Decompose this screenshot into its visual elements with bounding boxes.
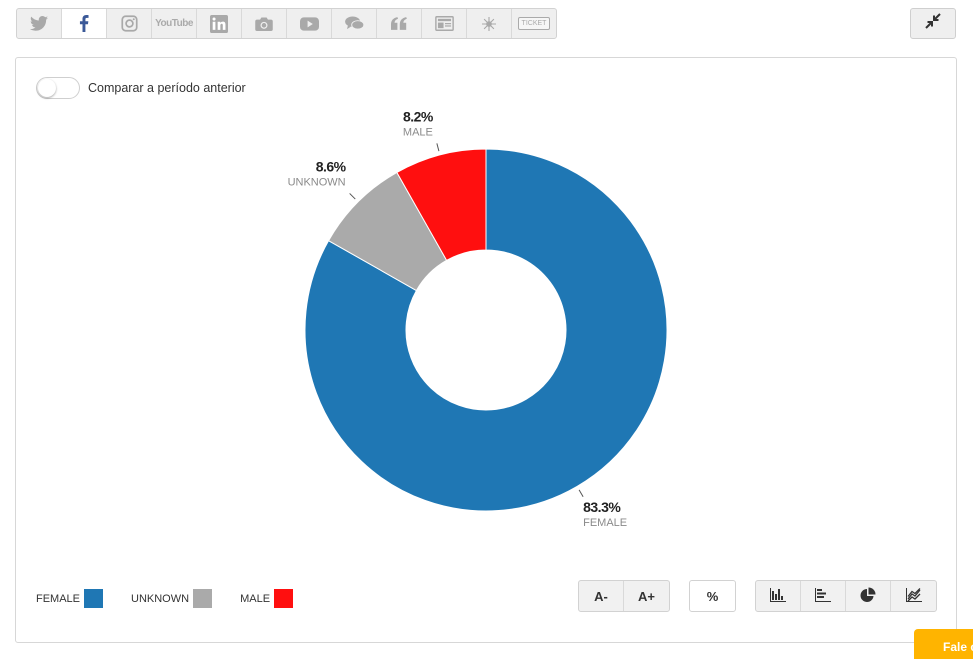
legend-swatch xyxy=(193,589,213,608)
facebook-icon xyxy=(79,15,89,32)
tab-ticket[interactable]: TICKET xyxy=(512,9,556,38)
fale-conosco-tab[interactable]: Fale c xyxy=(914,629,973,659)
donut-slice-male[interactable] xyxy=(396,148,487,262)
tab-instagram[interactable] xyxy=(107,9,152,38)
donut-slice-female[interactable] xyxy=(304,148,668,512)
legend-label: MALE xyxy=(240,592,271,605)
pie-chart-icon xyxy=(860,587,876,606)
quote-icon xyxy=(391,17,407,30)
legend-item-female[interactable]: FEMALE xyxy=(36,589,104,608)
decrease-font-button[interactable]: A- xyxy=(579,581,624,611)
horizontal-bar-chart-button[interactable] xyxy=(801,581,846,611)
linkedin-icon xyxy=(210,14,228,33)
tab-linkedin[interactable] xyxy=(197,9,242,38)
instagram-icon xyxy=(120,15,138,32)
legend-item-male[interactable]: MALE xyxy=(240,589,294,608)
chart-panel: Comparar a período anterior 83.3% FEMALE 8… xyxy=(15,57,957,643)
tab-twitter[interactable] xyxy=(17,9,62,38)
legend-swatch xyxy=(274,589,294,608)
increase-font-button[interactable]: A+ xyxy=(638,588,655,604)
label-leader-line xyxy=(349,193,356,200)
collapse-button[interactable] xyxy=(910,8,956,39)
slice-percent-label: 8.6% xyxy=(316,158,347,174)
slice-category-label: UNKNOWN xyxy=(288,176,346,188)
tab-youtube[interactable]: YouTube xyxy=(152,9,197,38)
legend-label: UNKNOWN xyxy=(131,592,190,605)
news-icon xyxy=(434,16,454,31)
line-chart-button[interactable] xyxy=(891,581,936,611)
label-leader-line xyxy=(436,143,440,152)
pie-chart-button[interactable] xyxy=(846,581,891,611)
tab-news[interactable] xyxy=(422,9,467,38)
sunburst-icon xyxy=(482,16,496,31)
camera-icon xyxy=(255,16,273,31)
toggle-knob xyxy=(38,79,56,97)
compare-toggle-label: Comparar a período anterior xyxy=(88,81,246,95)
percent-button-group: % xyxy=(689,580,736,612)
video-play-icon xyxy=(299,16,319,31)
bar-chart-button[interactable] xyxy=(756,581,801,611)
slice-category-label: MALE xyxy=(403,126,433,138)
bar-chart-icon xyxy=(770,587,786,605)
chat-bubbles-icon xyxy=(344,16,364,31)
compare-toggle[interactable] xyxy=(36,77,80,99)
slice-percent-label: 8.2% xyxy=(403,108,434,124)
tab-quotes[interactable] xyxy=(377,9,422,38)
legend-label: FEMALE xyxy=(36,592,81,605)
horizontal-bar-chart-icon xyxy=(815,587,831,605)
slice-percent-label: 83.3% xyxy=(583,499,621,515)
font-size-buttons: A- A+ xyxy=(578,580,670,612)
chart-legend: FEMALE UNKNOWN MALE xyxy=(36,589,321,608)
twitter-icon xyxy=(30,16,48,31)
slice-category-label: FEMALE xyxy=(583,517,627,529)
youtube-icon: YouTube xyxy=(155,18,193,29)
label-leader-line xyxy=(578,489,584,498)
tab-comments[interactable] xyxy=(332,9,377,38)
tab-facebook[interactable] xyxy=(62,9,107,38)
compare-toggle-row: Comparar a período anterior xyxy=(36,77,246,99)
percent-button[interactable]: % xyxy=(706,588,719,604)
legend-item-unknown[interactable]: UNKNOWN xyxy=(131,589,213,608)
line-chart-icon xyxy=(905,587,922,605)
chart-type-buttons xyxy=(755,580,937,612)
tab-other[interactable] xyxy=(467,9,512,38)
tab-photos[interactable] xyxy=(242,9,287,38)
ticket-icon: TICKET xyxy=(517,17,551,30)
tab-videos[interactable] xyxy=(287,9,332,38)
donut-chart: 83.3% FEMALE 8.6% UNKNOWN 8.2% MALE xyxy=(288,108,668,529)
social-network-tabs: YouTube TICKET xyxy=(16,8,557,39)
collapse-arrows-icon xyxy=(925,13,941,34)
legend-swatch xyxy=(84,589,104,608)
